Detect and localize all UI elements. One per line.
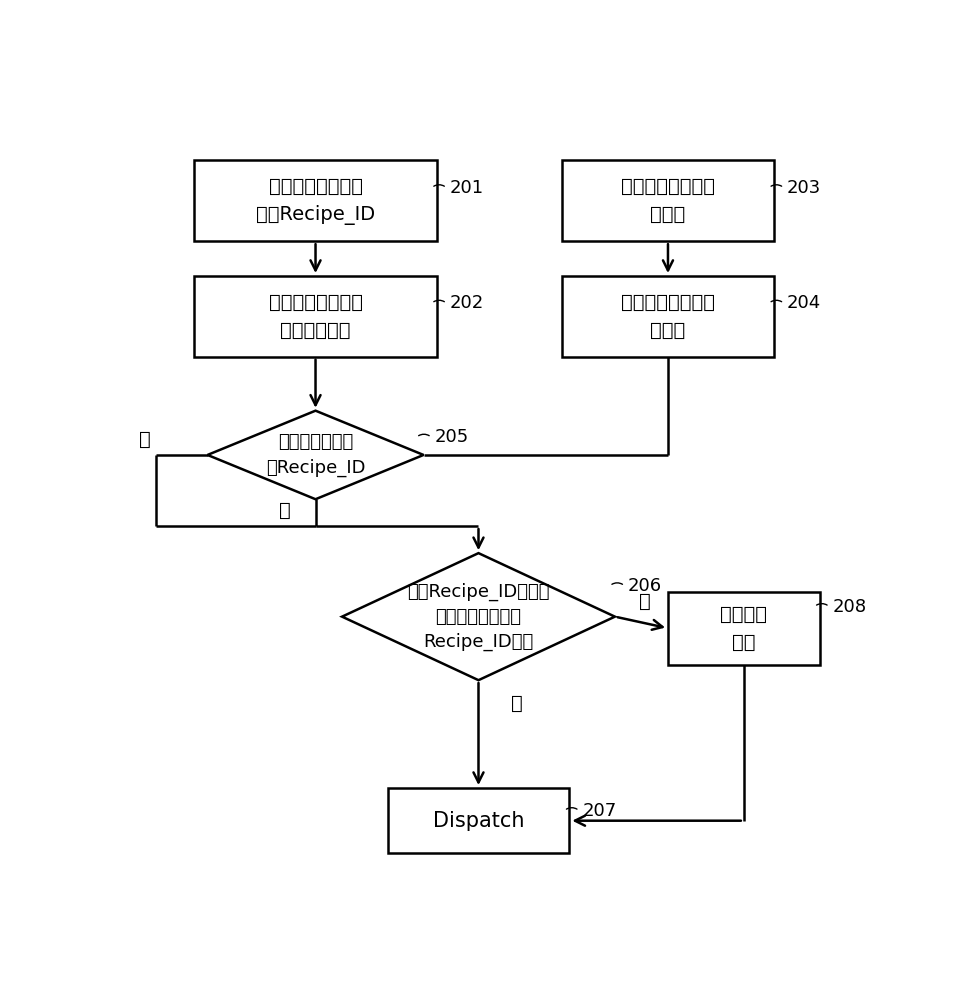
Text: 设置待派工的加工
件的Recipe_ID: 设置待派工的加工 件的Recipe_ID [256, 177, 375, 225]
Bar [667, 592, 819, 665]
Text: Dispatch: Dispatch [432, 811, 524, 831]
Text: 是: 是 [510, 694, 522, 713]
Bar [194, 276, 437, 357]
Text: 204: 204 [786, 294, 821, 312]
Bar [561, 276, 774, 357]
Text: 208: 208 [831, 598, 866, 616]
Bar [194, 160, 437, 241]
Text: 201: 201 [449, 179, 484, 197]
Text: 确定Recipe_ID与机台
的机台工艺菜单的
Recipe_ID一致: 确定Recipe_ID与机台 的机台工艺菜单的 Recipe_ID一致 [406, 582, 549, 651]
Text: 确定描述信息包
括Recipe_ID: 确定描述信息包 括Recipe_ID [266, 433, 364, 477]
Text: 207: 207 [581, 802, 616, 820]
Bar [387, 788, 569, 853]
Polygon shape [207, 411, 423, 499]
Text: 是: 是 [279, 501, 291, 520]
Text: 读取待派工的加工
件的描述信息: 读取待派工的加工 件的描述信息 [269, 293, 362, 340]
Text: 202: 202 [449, 294, 484, 312]
Text: 否: 否 [639, 592, 651, 611]
Text: 否: 否 [139, 430, 150, 449]
Text: 设置机台的机台工
艺菜单: 设置机台的机台工 艺菜单 [620, 177, 714, 224]
Text: 读取机台的机台工
艺菜单: 读取机台的机台工 艺菜单 [620, 293, 714, 340]
Polygon shape [342, 553, 615, 680]
Text: 205: 205 [434, 428, 468, 446]
Bar [561, 160, 774, 241]
Text: 发送报警
信息: 发送报警 信息 [719, 605, 767, 652]
Text: 206: 206 [627, 577, 661, 595]
Text: 203: 203 [786, 179, 821, 197]
